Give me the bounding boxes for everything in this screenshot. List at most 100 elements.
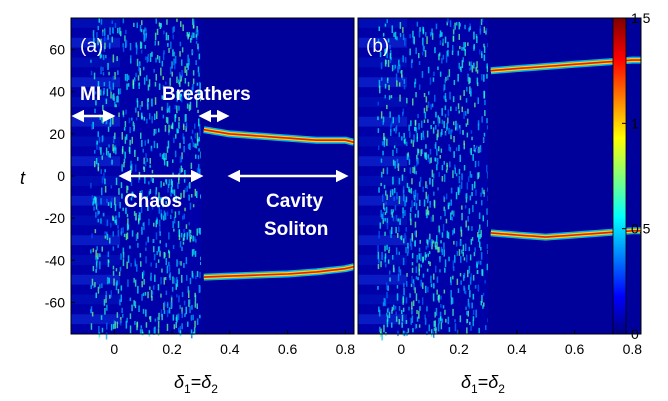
chaos-speck bbox=[449, 161, 451, 168]
chaos-speck bbox=[402, 207, 404, 214]
chaos-speck bbox=[463, 285, 465, 291]
chaos-speck bbox=[446, 122, 448, 130]
chaos-speck bbox=[473, 62, 475, 69]
chaos-speck bbox=[194, 301, 197, 308]
chaos-speck bbox=[469, 86, 471, 95]
chaos-speck bbox=[384, 231, 386, 236]
chaos-speck bbox=[92, 121, 94, 129]
chaos-speck bbox=[476, 82, 479, 87]
chaos-speck bbox=[127, 83, 130, 87]
chaos-speck bbox=[410, 120, 412, 127]
chaos-speck bbox=[168, 232, 170, 240]
chaos-speck bbox=[469, 148, 472, 154]
chaos-speck bbox=[156, 28, 159, 35]
chaos-speck bbox=[469, 254, 472, 261]
chaos-speck bbox=[377, 264, 380, 270]
chaos-speck bbox=[188, 299, 191, 305]
chaos-speck bbox=[103, 172, 105, 181]
colorbar-tick-label: 1.5 bbox=[631, 10, 651, 26]
chaos-speck bbox=[107, 202, 110, 206]
chaos-speck bbox=[440, 316, 442, 322]
chaos-speck bbox=[386, 218, 389, 224]
x-tick-label: 0.2 bbox=[449, 341, 469, 357]
chaos-speck bbox=[198, 53, 201, 60]
chaos-speck bbox=[101, 187, 103, 196]
chaos-speck bbox=[104, 185, 107, 193]
y-tick-label: 60 bbox=[49, 42, 65, 58]
chaos-speck bbox=[104, 169, 106, 173]
chaos-speck bbox=[163, 182, 165, 186]
chaos-speck bbox=[390, 231, 392, 238]
chaos-speck bbox=[422, 273, 425, 278]
chaos-speck bbox=[142, 222, 144, 226]
chaos-speck bbox=[165, 32, 168, 41]
chaos-speck bbox=[119, 27, 121, 35]
chaos-speck bbox=[447, 232, 450, 239]
chaos-speck bbox=[173, 228, 175, 232]
chaos-speck bbox=[466, 132, 469, 138]
chaos-speck bbox=[131, 191, 134, 198]
chaos-speck bbox=[196, 318, 199, 325]
chaos-speck bbox=[110, 201, 112, 208]
chaos-speck bbox=[377, 286, 379, 290]
chaos-speck bbox=[461, 47, 463, 51]
chaos-speck bbox=[432, 240, 435, 244]
chaos-speck bbox=[426, 331, 428, 336]
chaos-speck bbox=[184, 207, 186, 212]
panel-b-x-label: δ1=δ2 bbox=[461, 372, 505, 396]
chaos-speck bbox=[425, 144, 427, 149]
chaos-speck bbox=[148, 191, 150, 196]
chaos-speck bbox=[173, 216, 176, 224]
chaos-speck bbox=[157, 284, 160, 291]
chaos-speck bbox=[381, 213, 383, 220]
chaos-speck bbox=[184, 78, 187, 84]
chaos-speck bbox=[423, 119, 426, 123]
chaos-speck bbox=[140, 28, 143, 33]
chaos-speck bbox=[401, 310, 403, 315]
chaos-speck bbox=[450, 106, 452, 112]
chaos-speck bbox=[125, 29, 127, 35]
chaos-speck bbox=[402, 211, 404, 219]
chaos-speck bbox=[100, 198, 102, 205]
chaos-speck bbox=[194, 236, 196, 242]
chaos-speck bbox=[380, 111, 383, 119]
chaos-speck bbox=[149, 316, 151, 320]
chaos-speck bbox=[447, 202, 450, 206]
chaos-speck bbox=[98, 136, 101, 143]
chaos-speck bbox=[119, 202, 121, 209]
chaos-speck bbox=[436, 235, 438, 244]
chaos-speck bbox=[465, 306, 467, 310]
chaos-speck bbox=[479, 224, 481, 230]
chaos-speck bbox=[93, 283, 95, 288]
chaos-speck bbox=[465, 220, 467, 228]
chaos-speck bbox=[195, 154, 197, 159]
mi-stripe bbox=[358, 314, 408, 325]
chaos-speck bbox=[96, 32, 98, 39]
chaos-speck bbox=[411, 59, 413, 63]
chaos-speck bbox=[421, 297, 424, 305]
chaos-speck bbox=[181, 168, 184, 172]
chaos-speck bbox=[178, 234, 181, 241]
chaos-speck bbox=[424, 255, 427, 261]
chaos-speck bbox=[191, 129, 194, 134]
chaos-speck bbox=[483, 132, 486, 137]
panel-b-frame bbox=[357, 17, 642, 335]
chaos-speck bbox=[467, 225, 470, 231]
chaos-speck bbox=[396, 192, 398, 200]
chaos-speck bbox=[188, 231, 190, 237]
chaos-speck bbox=[391, 121, 393, 127]
chaos-speck bbox=[456, 278, 459, 285]
chaos-speck bbox=[154, 32, 157, 41]
chaos-speck bbox=[459, 240, 462, 247]
chaos-speck bbox=[441, 248, 444, 255]
chaos-speck bbox=[150, 276, 152, 281]
chaos-speck bbox=[90, 306, 93, 314]
chaos-speck bbox=[194, 123, 196, 129]
chaos-speck bbox=[407, 247, 409, 254]
chaos-speck bbox=[415, 170, 417, 175]
chaos-speck bbox=[178, 268, 180, 275]
chaos-speck bbox=[118, 112, 120, 117]
chaos-speck bbox=[157, 200, 159, 208]
chaos-speck bbox=[180, 192, 182, 199]
panel-b-x-label-sub1: 1 bbox=[471, 382, 478, 396]
